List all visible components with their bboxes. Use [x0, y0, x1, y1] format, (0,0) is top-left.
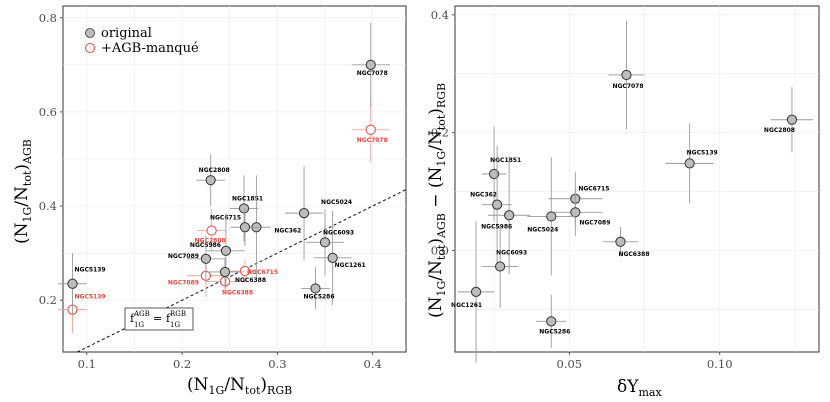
original-ngc1261-point: [327, 252, 338, 263]
delta-ngc5139-point: [684, 158, 695, 169]
delta-ngc5286-label: NGC5286: [539, 328, 570, 335]
manque-ngc7078-label: NGC7078: [357, 137, 388, 144]
delta-ngc5986-point: [504, 210, 515, 221]
left-xtick-label: 0.3: [268, 357, 286, 371]
delta-ngc362-point: [492, 199, 503, 210]
delta-ngc7078-point: [621, 69, 632, 81]
original-ngc7089-label: NGC7089: [168, 253, 199, 260]
right-ytick-label: 0.2: [431, 126, 449, 140]
original-ngc6715-point: [239, 222, 251, 233]
svg-text:1G: 1G: [170, 321, 180, 329]
svg-text:(N1G/Ntot)AGB − (N1G/Ntot)RGB: (N1G/Ntot)AGB − (N1G/Ntot)RGB: [426, 83, 448, 318]
svg-text:f: f: [166, 312, 171, 325]
original-ngc5286-label: NGC5286: [303, 293, 334, 300]
right-x-axis-title: δYmax: [617, 377, 662, 399]
legend: original +AGB-manqué: [85, 26, 199, 56]
delta-ngc5986-label: NGC5986: [481, 223, 512, 230]
delta-ngc6093-label: NGC6093: [496, 250, 527, 257]
manque-ngc6715-label: NGC6715: [247, 269, 278, 276]
delta-ngc362-label: NGC362: [470, 192, 497, 199]
delta-ngc2808-point: [786, 114, 798, 125]
original-ngc5139-label: NGC5139: [75, 267, 106, 274]
left-panel-frame: [62, 5, 407, 353]
delta-ngc6388-point: [615, 236, 626, 247]
delta-ngc5024-point: [546, 211, 557, 222]
svg-text:f: f: [130, 312, 135, 325]
delta-ngc7089-label: NGC7089: [579, 219, 610, 226]
manque-ngc6715-point: [239, 265, 251, 277]
delta-ngc5024-label: NGC5024: [527, 226, 558, 233]
legend-marker-original: [85, 28, 95, 38]
right-panel-frame: [454, 5, 820, 353]
delta-ngc6715-label: NGC6715: [578, 186, 609, 193]
manque-ngc7078-point: [365, 124, 376, 135]
original-ngc5139-point: [67, 278, 78, 289]
original-ngc1261-label: NGC1261: [335, 262, 366, 269]
left-y-axis-title: (N1G/Ntot)AGB: [12, 139, 34, 244]
legend-marker-manque: [85, 43, 95, 53]
svg-text:(N1G/Ntot)RGB: (N1G/Ntot)RGB: [187, 375, 292, 397]
left-ytick-label: 0.4: [39, 199, 57, 213]
legend-label-original: original: [101, 26, 152, 41]
svg-text:AGB: AGB: [133, 310, 150, 318]
left-xtick-label: 0.2: [173, 357, 191, 371]
legend-label-manque: +AGB-manqué: [101, 41, 199, 56]
svg-text:δYmax: δYmax: [617, 377, 662, 399]
right-ytick-label: 0.0: [431, 244, 449, 258]
left-panel: NGC5139 NGC7078 NGC2808 NGC6715 NGC7089 NGC63…: [39, 5, 407, 371]
original-ngc7078-label: NGC7078: [357, 70, 388, 77]
original-ngc7089-point: [200, 253, 212, 264]
delta-ngc1851-label: NGC1851: [490, 157, 521, 164]
delta-ngc1261-label: NGC1261: [451, 302, 482, 309]
manque-ngc2808-label: NGC2808: [195, 238, 226, 245]
delta-ngc1851-point: [489, 168, 500, 180]
original-ngc5024-label: NGC5024: [321, 199, 352, 206]
left-ytick-label: 0.2: [39, 293, 57, 307]
right-xtick-label: 0.10: [707, 357, 733, 371]
original-ngc7078-point: [365, 59, 376, 70]
original-ngc2808-point: [205, 175, 216, 186]
delta-ngc5286-point: [546, 316, 557, 327]
delta-ngc7089-point: [570, 207, 581, 218]
manque-ngc7089-label: NGC7089: [168, 280, 199, 287]
original-ngc2808-label: NGC2808: [199, 167, 230, 174]
original-ngc6093-point: [319, 237, 331, 248]
right-ytick-label: 0.4: [431, 8, 449, 22]
left-x-axis-title: (N1G/Ntot)RGB: [187, 375, 292, 397]
delta-ngc5139-label: NGC5139: [687, 149, 718, 156]
manque-ngc2808-point: [206, 225, 217, 236]
manque-ngc5139-label: NGC5139: [75, 294, 106, 301]
original-ngc5024-point: [298, 208, 310, 219]
original-ngc5286-point: [310, 283, 321, 294]
original-ngc6388-label: NGC6388: [235, 277, 266, 284]
original-ngc362-label: NGC362: [274, 227, 301, 234]
delta-ngc6093-point: [495, 261, 506, 272]
delta-ngc6388-label: NGC6388: [618, 251, 649, 258]
left-xtick-label: 0.1: [78, 357, 96, 371]
delta-ngc7078-label: NGC7078: [612, 83, 643, 90]
equality-annotation: f 1G AGB = f 1G RGB: [124, 307, 194, 331]
original-ngc6388-point: [219, 266, 231, 278]
manque-ngc6388-label: NGC6388: [222, 289, 253, 296]
left-ytick-label: 0.8: [39, 11, 57, 25]
right-xtick-label: 0.05: [557, 357, 583, 371]
right-panel: NGC7078 NGC2808 NGC5139 NGC1851 NGC6715 NGC36…: [431, 5, 820, 371]
original-ngc5986-label: NGC5986: [190, 242, 221, 249]
svg-text:(N1G/Ntot)AGB: (N1G/Ntot)AGB: [12, 139, 34, 244]
right-y-axis-title: (N1G/Ntot)AGB − (N1G/Ntot)RGB: [426, 83, 448, 318]
left-xtick-label: 0.4: [364, 357, 382, 371]
svg-text:=: =: [153, 312, 162, 325]
original-ngc6093-label: NGC6093: [323, 229, 354, 236]
delta-ngc2808-label: NGC2808: [764, 127, 795, 134]
original-ngc1851-label: NGC1851: [232, 195, 263, 202]
svg-text:RGB: RGB: [170, 310, 186, 318]
original-ngc5986-point: [220, 245, 232, 256]
original-ngc1851-point: [238, 203, 250, 214]
delta-ngc1261-point: [470, 286, 482, 297]
left-ytick-label: 0.6: [39, 105, 57, 119]
svg-text:1G: 1G: [134, 321, 144, 329]
